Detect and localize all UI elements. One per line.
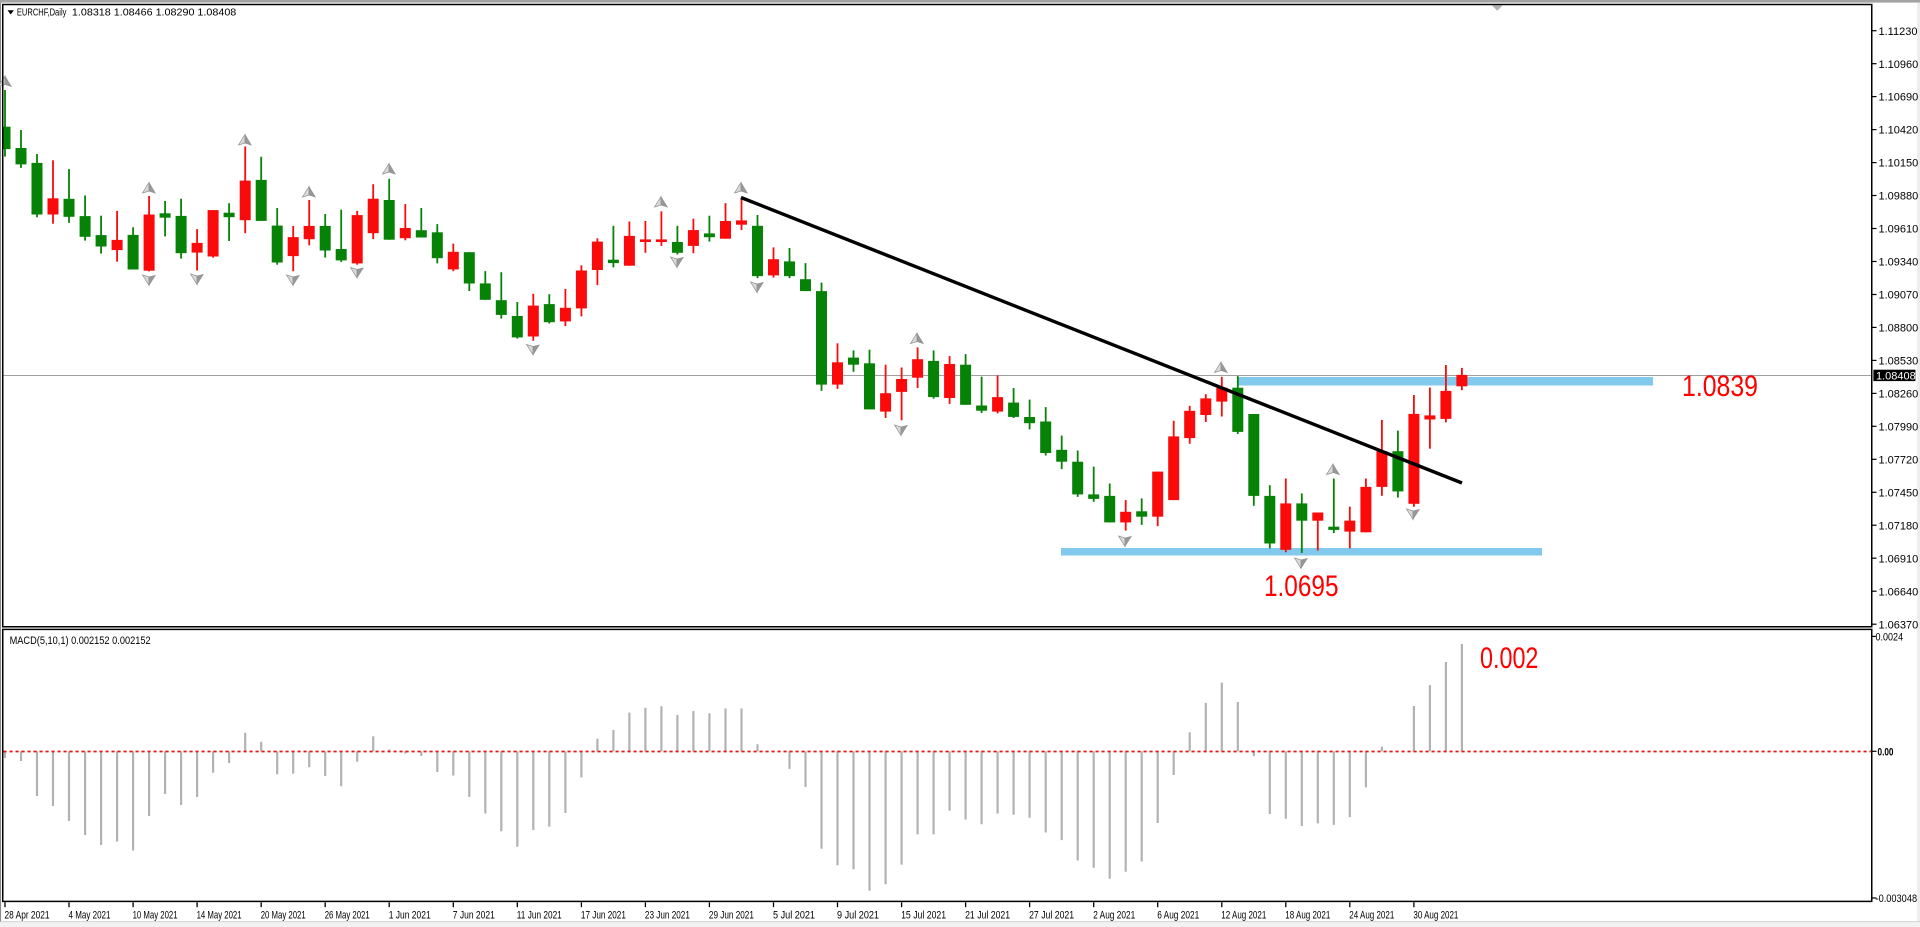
svg-text:1.07180: 1.07180	[1879, 520, 1919, 532]
svg-text:10 May 2021: 10 May 2021	[133, 910, 178, 922]
svg-text:1.10960: 1.10960	[1879, 59, 1919, 71]
svg-text:4 May 2021: 4 May 2021	[69, 910, 111, 922]
svg-text:1.06370: 1.06370	[1879, 619, 1919, 631]
svg-text:1.07990: 1.07990	[1879, 421, 1919, 433]
svg-text:24 Aug 2021: 24 Aug 2021	[1349, 910, 1394, 922]
svg-text:15 Jul 2021: 15 Jul 2021	[901, 910, 946, 922]
svg-text:23 Jun 2021: 23 Jun 2021	[645, 910, 690, 922]
svg-text:2 Aug 2021: 2 Aug 2021	[1093, 910, 1135, 922]
svg-text:1.11230: 1.11230	[1879, 26, 1918, 38]
svg-text:18 Aug 2021: 18 Aug 2021	[1285, 910, 1330, 922]
svg-text:0.002: 0.002	[1480, 642, 1538, 675]
svg-text:1.08408: 1.08408	[1876, 370, 1916, 382]
svg-text:1.09340: 1.09340	[1879, 257, 1919, 269]
svg-text:1.10690: 1.10690	[1879, 92, 1919, 104]
svg-text:1.08260: 1.08260	[1879, 389, 1919, 401]
svg-text:1.06640: 1.06640	[1879, 586, 1919, 598]
svg-text:1.10150: 1.10150	[1879, 158, 1919, 170]
svg-text:30 Aug 2021: 30 Aug 2021	[1413, 910, 1458, 922]
svg-text:1.10420: 1.10420	[1879, 125, 1919, 137]
svg-text:21 Jul 2021: 21 Jul 2021	[965, 910, 1010, 922]
svg-text:6 Aug 2021: 6 Aug 2021	[1157, 910, 1199, 922]
svg-text:1.09610: 1.09610	[1879, 224, 1919, 236]
svg-text:1.06910: 1.06910	[1879, 553, 1919, 565]
svg-text:9 Jul 2021: 9 Jul 2021	[837, 910, 879, 922]
svg-text:26 May 2021: 26 May 2021	[325, 910, 370, 922]
svg-text:1.08530: 1.08530	[1879, 356, 1919, 368]
svg-text:27 Jul 2021: 27 Jul 2021	[1029, 910, 1074, 922]
svg-text:5 Jul 2021: 5 Jul 2021	[773, 910, 815, 922]
svg-text:1.07720: 1.07720	[1879, 454, 1919, 466]
svg-text:1.09070: 1.09070	[1879, 290, 1919, 302]
svg-text:1.09880: 1.09880	[1879, 191, 1919, 203]
svg-text:20 May 2021: 20 May 2021	[261, 910, 306, 922]
svg-text:1.08318 1.08466 1.08290 1.0840: 1.08318 1.08466 1.08290 1.08408	[72, 6, 237, 18]
svg-text:1.07450: 1.07450	[1879, 487, 1919, 499]
svg-text:14 May 2021: 14 May 2021	[197, 910, 242, 922]
svg-text:28 Apr 2021: 28 Apr 2021	[5, 910, 50, 922]
svg-text:EURCHF,Daily: EURCHF,Daily	[17, 6, 67, 18]
svg-text:12 Aug 2021: 12 Aug 2021	[1221, 910, 1266, 922]
svg-text:-0.003048: -0.003048	[1876, 893, 1918, 905]
svg-text:MACD(5,10,1) 0.002152 0.002152: MACD(5,10,1) 0.002152 0.002152	[10, 635, 151, 647]
svg-text:1.08800: 1.08800	[1879, 323, 1919, 335]
svg-text:17 Jun 2021: 17 Jun 2021	[581, 910, 626, 922]
svg-text:1 Jun 2021: 1 Jun 2021	[389, 910, 431, 922]
svg-text:11 Jun 2021: 11 Jun 2021	[517, 910, 562, 922]
svg-text:0.00: 0.00	[1878, 746, 1894, 758]
svg-text:1.0839: 1.0839	[1682, 370, 1758, 403]
svg-text:7 Jun 2021: 7 Jun 2021	[453, 910, 495, 922]
svg-text:1.0695: 1.0695	[1264, 570, 1339, 603]
svg-text:0.0024: 0.0024	[1876, 632, 1904, 644]
svg-text:29 Jun 2021: 29 Jun 2021	[709, 910, 754, 922]
